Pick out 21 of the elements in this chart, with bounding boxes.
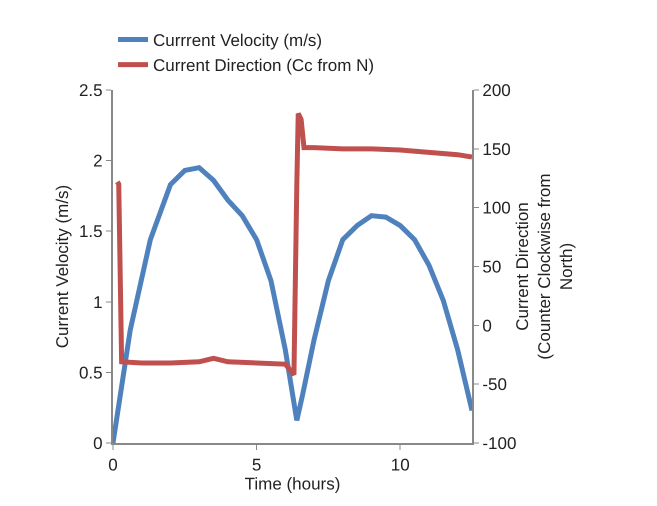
y-tick-label: 2.5 xyxy=(78,80,103,100)
y-tick-label: 0.5 xyxy=(78,363,103,382)
legend-label: Current Direction (Cc from N) xyxy=(153,56,374,76)
y-tick-label: 1.5 xyxy=(78,222,103,242)
y-axis-title: Current Velocity (m/s) xyxy=(53,184,72,348)
legend-label: Currrent Velocity (m/s) xyxy=(153,31,322,50)
y2-tick-label: 0 xyxy=(482,316,492,336)
x-tick-label: 5 xyxy=(252,455,262,474)
x-tick-label: 0 xyxy=(108,455,118,474)
x-tick-label: 10 xyxy=(390,455,410,474)
y-tick-label: 1 xyxy=(93,292,103,312)
y2-tick-label: 200 xyxy=(482,80,511,100)
y-tick-label: 0 xyxy=(93,434,103,453)
y2-tick-label: 50 xyxy=(482,257,502,276)
y-tick-label: 2 xyxy=(93,152,103,171)
y2-tick-label: 150 xyxy=(482,140,511,159)
y2-tick-label: 100 xyxy=(482,198,511,218)
x-axis-title: Time (hours) xyxy=(244,474,340,494)
y2-tick-label: -50 xyxy=(482,375,507,394)
y2-tick-label: -100 xyxy=(482,434,516,453)
y2-axis-title: Current Direction (Counter Clockwise from North) xyxy=(512,173,576,360)
